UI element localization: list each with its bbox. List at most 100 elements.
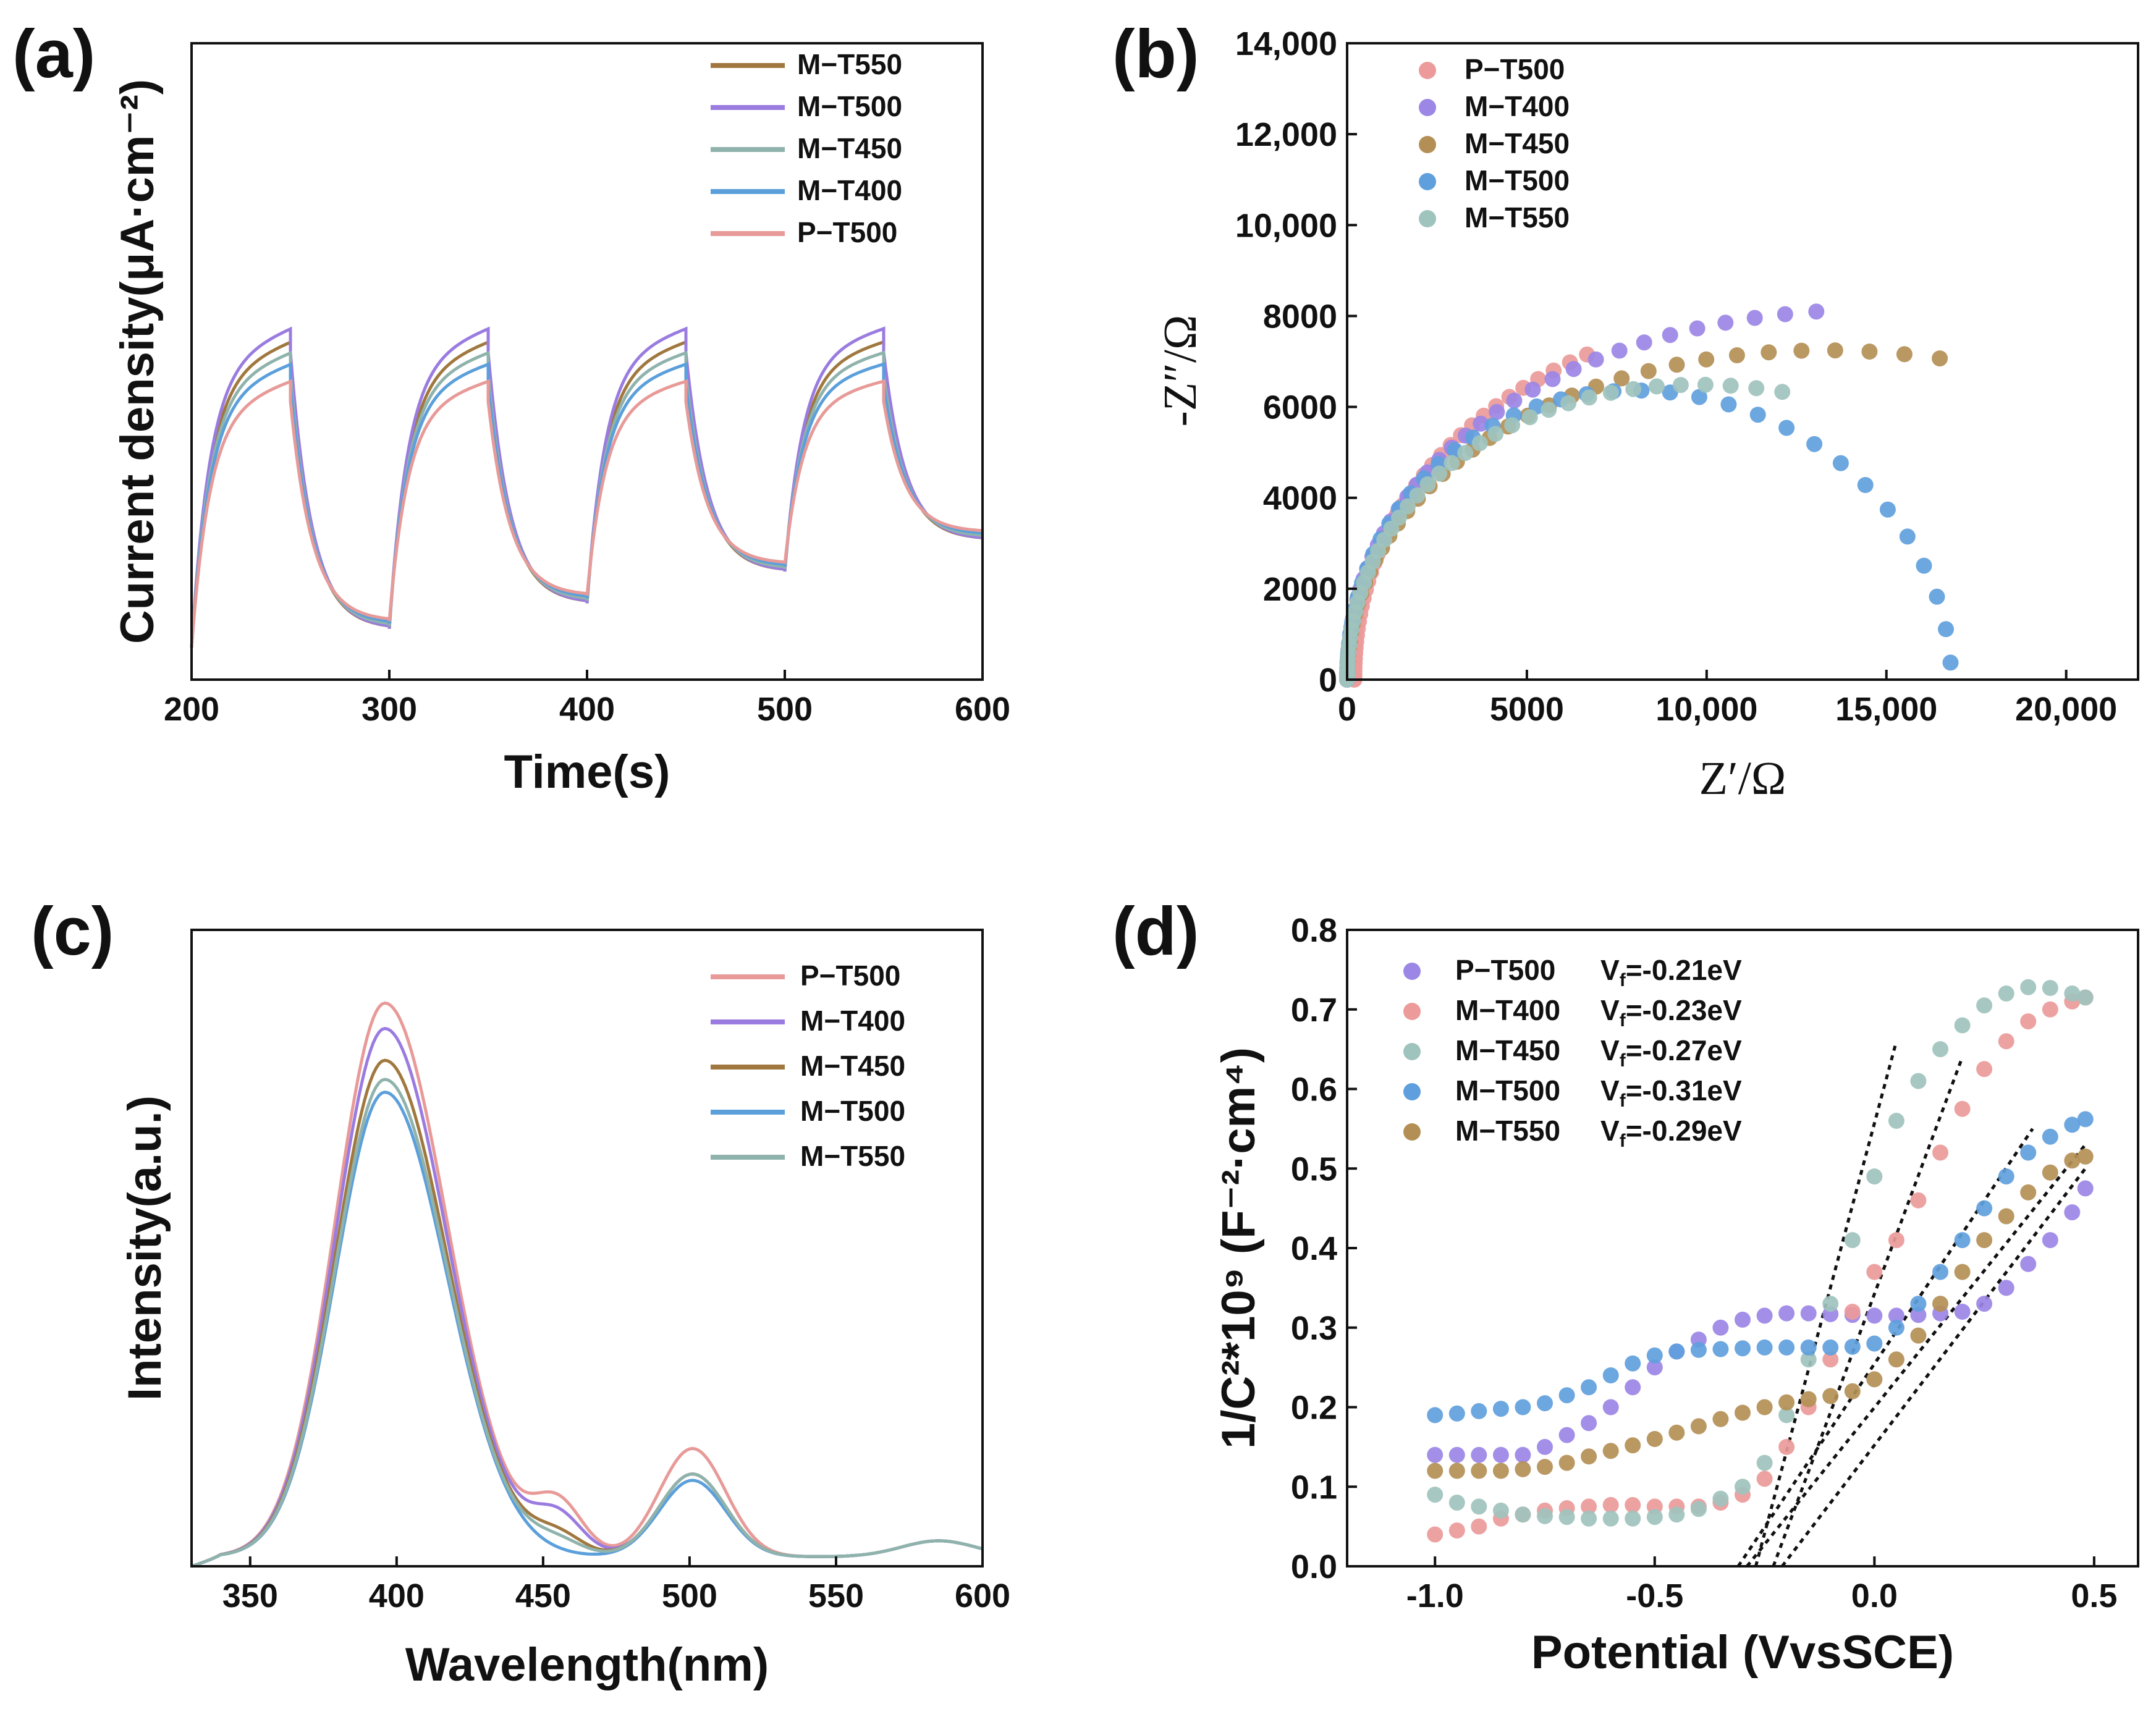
point-M−T450 <box>1471 1498 1487 1515</box>
panel-b-legend: P−T500 M−T400 M−T450 M−T500 M−T550 <box>1419 53 1570 234</box>
point-M−T550 <box>1672 377 1689 394</box>
legend-label: M−T500 <box>797 90 902 122</box>
point-M−T550 <box>2077 1148 2094 1165</box>
point-M−T450 <box>1646 1509 1663 1525</box>
legend-label: M−T450 <box>800 1050 905 1082</box>
panel-b-ticks: 0 5000 10,000 15,000 20,000 0 2000 4000 6000 8000… <box>1235 25 2117 728</box>
point-M−T550 <box>2020 1184 2037 1201</box>
point-M−T400 <box>1808 303 1825 320</box>
point-M−T400 <box>1625 1496 1641 1513</box>
point-M−T550 <box>1560 395 1577 411</box>
point-M−T550 <box>1844 1383 1861 1399</box>
point-M−T400 <box>1427 1526 1444 1543</box>
point-P−T500 <box>1448 1446 1465 1463</box>
point-M−T500 <box>1625 1355 1641 1372</box>
panel-a-label: (a) <box>12 16 95 92</box>
point-M−T500 <box>2077 1111 2094 1128</box>
point-M−T550 <box>1932 1296 1948 1312</box>
point-M−T400 <box>1777 306 1793 323</box>
point-M−T400 <box>1506 392 1523 409</box>
point-M−T400 <box>1471 1518 1487 1535</box>
panel-b-ytick-label: 10,000 <box>1235 207 1337 244</box>
point-M−T450 <box>2064 985 2081 1002</box>
point-M−T450 <box>1761 344 1777 361</box>
legend-label: M−T450 <box>1465 127 1570 159</box>
point-M−T550 <box>1471 1462 1487 1479</box>
panel-a-legend: M−T550 M−T500 M−T450 M−T400 P−T500 <box>711 48 902 248</box>
point-M−T400 <box>1689 320 1706 337</box>
point-M−T450 <box>1932 1041 1948 1058</box>
point-M−T550 <box>1504 417 1521 434</box>
point-M−T500 <box>1844 1338 1861 1355</box>
point-M−T550 <box>1581 389 1597 406</box>
point-M−T550 <box>1888 1351 1904 1368</box>
point-M−T450 <box>1448 1495 1465 1511</box>
point-P−T500 <box>1866 1307 1883 1324</box>
legend-vf-value: =-0.27eV <box>1626 1034 1742 1066</box>
legend-marker-M−T400 <box>1419 99 1436 116</box>
point-M−T550 <box>1625 381 1642 397</box>
point-P−T500 <box>1756 1307 1773 1324</box>
legend-vf-label: Vf=-0.27eV <box>1600 1034 1742 1071</box>
panel-b-ytick-label: 6000 <box>1263 389 1337 426</box>
point-M−T550 <box>1391 509 1407 526</box>
point-P−T500 <box>1712 1319 1729 1336</box>
legend-label: M−T550 <box>800 1140 905 1172</box>
panel-b-xtick-label: 15,000 <box>1835 691 1937 728</box>
point-M−T500 <box>1932 1264 1948 1280</box>
point-M−T550 <box>1487 426 1504 442</box>
point-M−T450 <box>1537 1508 1553 1524</box>
panel-a-xtick-label: 600 <box>955 691 1010 728</box>
point-M−T550 <box>1400 498 1416 515</box>
point-M−T450 <box>1822 1296 1839 1312</box>
point-P−T500 <box>1735 1311 1751 1328</box>
panel-c-ticks: 350 400 450 500 550 600 <box>222 1556 1010 1614</box>
panel-c-frame <box>190 929 984 1568</box>
point-P−T500 <box>1427 1446 1444 1463</box>
point-M−T450 <box>2042 980 2058 996</box>
legend-marker-M−T450 <box>1403 1043 1421 1060</box>
point-M−T500 <box>1427 1407 1444 1424</box>
point-M−T550 <box>1427 1462 1444 1479</box>
point-M−T500 <box>1954 1232 1971 1249</box>
point-P−T500 <box>2077 1180 2094 1197</box>
point-M−T450 <box>1581 1510 1597 1527</box>
panel-d-xtick-label: -0.5 <box>1626 1577 1683 1614</box>
legend-marker-M−T500 <box>1403 1083 1421 1100</box>
panel-b-xtick-label: 20,000 <box>2015 691 2117 728</box>
legend-label: M−T400 <box>800 1005 905 1037</box>
series-line-M−T550 <box>191 1078 983 1568</box>
point-M−T500 <box>1756 1339 1773 1356</box>
point-M−T500 <box>1602 1367 1619 1383</box>
point-M−T550 <box>1602 384 1619 401</box>
point-M−T400 <box>1565 361 1582 378</box>
point-M−T550 <box>1822 1388 1839 1404</box>
point-M−T550 <box>1778 1394 1795 1411</box>
point-M−T500 <box>1879 501 1896 518</box>
panel-a-xtick-label: 300 <box>361 691 417 728</box>
legend-vf-value: =-0.29eV <box>1626 1115 1742 1147</box>
panel-c-xtick-label: 350 <box>222 1577 278 1614</box>
point-P−T500 <box>1778 1305 1795 1322</box>
fit-line-P−T500 <box>1781 1167 2087 1568</box>
point-M−T450 <box>1735 1479 1751 1495</box>
legend-marker-P−T500 <box>1419 62 1436 79</box>
legend-label: M−T550 <box>1455 1115 1560 1147</box>
point-M−T500 <box>1800 1339 1817 1356</box>
point-M−T450 <box>1976 997 1993 1014</box>
panel-a-ticks: 200 300 400 500 600 <box>164 670 1010 728</box>
panel-d-xlabel: Potential (VvsSCE) <box>1531 1626 1954 1679</box>
legend-label: M−T500 <box>800 1095 905 1127</box>
point-M−T450 <box>1861 344 1878 360</box>
panel-d-ytick-label: 0.4 <box>1291 1230 1337 1267</box>
panel-a-xlabel: Time(s) <box>504 746 670 798</box>
panel-c-xtick-label: 600 <box>955 1577 1010 1614</box>
point-M−T400 <box>1544 371 1561 387</box>
point-P−T500 <box>1625 1379 1641 1396</box>
point-M−T550 <box>1954 1264 1971 1280</box>
point-M−T500 <box>1778 1339 1795 1356</box>
point-M−T550 <box>1756 1399 1773 1416</box>
point-M−T450 <box>1558 1509 1575 1525</box>
panel-c-lines <box>191 1001 983 1568</box>
panel-c-xtick-label: 550 <box>808 1577 864 1614</box>
